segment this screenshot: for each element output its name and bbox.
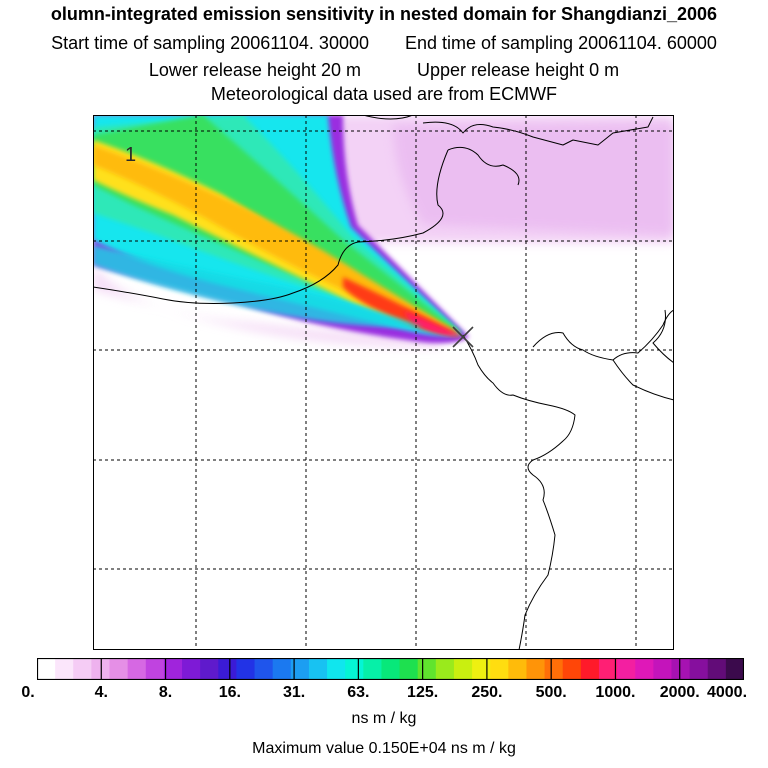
legend-tick-label: 16. [218, 684, 241, 701]
legend-color-cell [508, 658, 528, 680]
legend-color-cell [254, 658, 274, 680]
legend-color-cell [363, 658, 383, 680]
legend-color-cell [453, 658, 473, 680]
legend-tick-label: 63. [347, 684, 370, 701]
legend-color-cell [327, 658, 346, 680]
legend-tick-label: 2000. [659, 684, 700, 701]
legend-color-cell [55, 658, 74, 680]
legend-color-cell [145, 658, 165, 680]
emission-sensitivity-map: 1 [93, 115, 674, 650]
legend-color-cell [490, 658, 509, 680]
legend-color-cell [182, 658, 201, 680]
met-data-text: Meteorological data used are from ECMWF [210, 84, 558, 104]
legend-tick-label: 4000. [706, 684, 748, 701]
coastlines [93, 115, 674, 650]
legend-color-cell [617, 658, 636, 680]
title-line-1: olumn-integrated emission sensitivity in… [50, 4, 718, 24]
legend-color-cell [236, 658, 256, 680]
legend-color-cell [544, 658, 564, 680]
legend-color-cell [381, 658, 401, 680]
legend-color-cell [725, 658, 744, 680]
legend-color-cell [435, 658, 455, 680]
legend-tick-label: 4. [94, 684, 108, 701]
legend-tick-label: 250. [471, 684, 503, 701]
legend-tick-label: 500. [535, 684, 567, 701]
legend-color-cell [653, 658, 673, 680]
color-legend-bar [37, 658, 744, 680]
graticule [93, 115, 674, 650]
legend-tick-label: 8. [158, 684, 173, 701]
legend-color-cell [218, 658, 238, 680]
upper-release-text: Upper release height 0 m [417, 60, 620, 80]
legend-color-cell [308, 658, 328, 680]
legend-tick-label: 31. [282, 684, 306, 701]
legend-color-cell [73, 658, 92, 680]
legend-unit: ns m / kg [351, 710, 417, 727]
legend-tick-label: 1000. [595, 684, 636, 701]
legend-color-cell [671, 658, 691, 680]
legend-color-cell [37, 658, 56, 680]
legend-color-cell [399, 658, 419, 680]
plume-label: 1 [125, 144, 136, 166]
lower-release-text: Lower release height 20 m [148, 60, 361, 80]
end-sampling-text: End time of sampling 20061104. 60000 [404, 33, 717, 53]
legend-color-cell [707, 658, 727, 680]
max-value-text: Maximum value 0.150E+04 ns m / kg [252, 740, 516, 757]
legend-color-cell [200, 658, 219, 680]
legend-color-cell [598, 658, 618, 680]
legend-color-cell [109, 658, 129, 680]
legend-color-cell [526, 658, 546, 680]
legend-color-cell [127, 658, 147, 680]
title-line-3: Lower release height 20 m Upper release h… [0, 60, 768, 81]
legend-color-cell [163, 658, 183, 680]
title-line-2: Start time of sampling 20061104. 30000 En… [0, 33, 768, 54]
legend-color-cell [689, 658, 709, 680]
plume-field [93, 115, 674, 348]
x-marker-icon [452, 326, 474, 348]
legend-color-cell [562, 658, 582, 680]
legend-color-cell [290, 658, 310, 680]
legend-color-cell [472, 658, 491, 680]
legend-color-cell [417, 658, 437, 680]
legend-tick-label: 0. [21, 684, 35, 701]
legend-color-cell [272, 658, 292, 680]
legend-tick-label: 125. [407, 684, 439, 701]
legend-color-cell [635, 658, 654, 680]
legend-color-cell [345, 658, 364, 680]
start-sampling-text: Start time of sampling 20061104. 30000 [51, 33, 369, 53]
legend-color-cell [580, 658, 600, 680]
